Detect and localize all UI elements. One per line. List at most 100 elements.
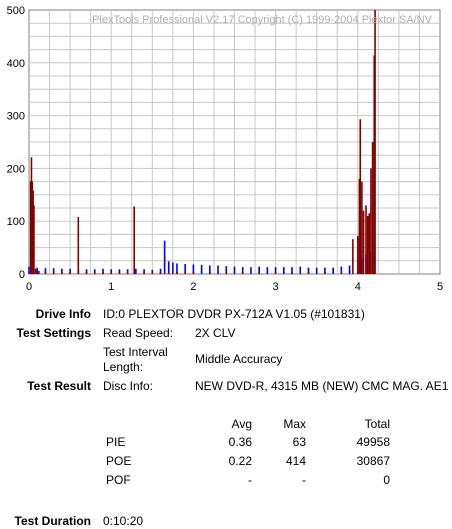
poe-bar bbox=[291, 271, 293, 274]
poe-bar bbox=[33, 205, 35, 274]
poe-bar bbox=[77, 216, 80, 274]
pie-bar bbox=[340, 266, 343, 274]
pie-bar bbox=[93, 269, 96, 274]
y-axis: 0 100 200 300 400 500 bbox=[7, 5, 25, 281]
poe-bar bbox=[371, 142, 374, 274]
pie-bar bbox=[192, 264, 195, 274]
poe-bar bbox=[110, 271, 112, 274]
header-avg: Avg bbox=[231, 417, 252, 431]
poe-bar bbox=[34, 268, 37, 274]
pie-bar bbox=[225, 266, 228, 274]
pie-bar bbox=[85, 269, 88, 274]
poe-bar bbox=[133, 206, 136, 274]
poe-bar bbox=[32, 190, 34, 274]
pie-poe-chart: PlexTools Professional V2.17 Copyright (… bbox=[7, 5, 443, 293]
poe-bar bbox=[361, 181, 363, 274]
pie-bar bbox=[184, 263, 186, 274]
test-duration-label: Test Duration bbox=[14, 514, 91, 528]
pie-bar bbox=[28, 266, 30, 274]
y-tick-label: 400 bbox=[7, 58, 25, 70]
poe-bar bbox=[357, 235, 359, 274]
poe-bar bbox=[102, 271, 104, 274]
poe-bar bbox=[85, 271, 88, 274]
poe-bar bbox=[365, 205, 367, 274]
x-tick-label: 5 bbox=[437, 281, 443, 293]
row-name: POE bbox=[106, 454, 132, 468]
pie-bar bbox=[233, 266, 236, 274]
x-tick-label: 2 bbox=[190, 281, 196, 293]
y-tick-label: 500 bbox=[7, 5, 25, 17]
grid-lines bbox=[29, 10, 440, 274]
poe-bar bbox=[192, 271, 195, 274]
pie-bar bbox=[36, 267, 39, 274]
row-max: 63 bbox=[292, 435, 306, 449]
row-avg: - bbox=[248, 473, 252, 487]
poe-bar bbox=[225, 271, 228, 274]
pie-bar bbox=[200, 265, 203, 274]
pie-bar bbox=[299, 266, 302, 274]
pie-bar bbox=[291, 267, 293, 274]
poe-bar bbox=[366, 215, 369, 274]
x-tick-label: 0 bbox=[26, 281, 32, 293]
poe-bar bbox=[241, 271, 244, 274]
poe-bar bbox=[258, 271, 260, 274]
pie-bar bbox=[266, 267, 269, 274]
disc-info-label: Disc Info: bbox=[103, 379, 154, 393]
pie-bar bbox=[52, 268, 55, 274]
pie-bar bbox=[315, 267, 318, 274]
poe-bar bbox=[30, 157, 33, 274]
row-max: 414 bbox=[285, 454, 306, 468]
x-axis: 0 1 2 3 4 5 bbox=[26, 281, 443, 293]
poe-bar bbox=[370, 168, 372, 274]
poe-bar bbox=[31, 181, 34, 274]
row-total: 30867 bbox=[356, 454, 390, 468]
poe-bar bbox=[159, 271, 162, 274]
pie-bar bbox=[209, 265, 211, 274]
test-interval-label-line1: Test Interval bbox=[103, 345, 168, 359]
pie-bar bbox=[143, 269, 145, 274]
poe-bar bbox=[167, 271, 170, 274]
row-total: 49958 bbox=[356, 435, 390, 449]
pie-bar bbox=[44, 268, 47, 274]
test-interval-label-line2: Length: bbox=[103, 360, 144, 374]
pie-bar bbox=[110, 269, 112, 274]
poe-bar bbox=[118, 271, 121, 274]
pie-bar bbox=[217, 265, 219, 274]
pie-bar bbox=[283, 267, 285, 274]
poe-bar bbox=[374, 10, 376, 274]
drive-info-label: Drive Info bbox=[35, 307, 91, 321]
poe-bar bbox=[274, 271, 277, 274]
poe-bar bbox=[29, 181, 32, 274]
pie-bar bbox=[126, 269, 129, 274]
poe-bar bbox=[209, 271, 211, 274]
pie-bar bbox=[250, 267, 252, 274]
test-result-label: Test Result bbox=[27, 379, 91, 393]
pie-bar bbox=[324, 267, 326, 274]
row-name: POF bbox=[106, 473, 131, 487]
row-avg: 0.22 bbox=[228, 454, 252, 468]
poe-series bbox=[29, 10, 376, 275]
drive-info-value: ID:0 PLEXTOR DVDR PX-712A V1.05 (#101831… bbox=[103, 307, 365, 321]
test-settings-label: Test Settings bbox=[16, 326, 91, 340]
poe-bar bbox=[61, 271, 63, 274]
poe-bar bbox=[352, 239, 354, 274]
row-max: - bbox=[302, 473, 306, 487]
x-tick-label: 4 bbox=[355, 281, 361, 293]
poe-bar bbox=[368, 213, 371, 274]
poe-bar bbox=[359, 119, 362, 275]
x-tick-label: 3 bbox=[273, 281, 279, 293]
x-tick-label: 1 bbox=[108, 281, 114, 293]
pie-bar bbox=[274, 267, 277, 274]
y-tick-label: 0 bbox=[19, 269, 25, 281]
pie-bar bbox=[258, 266, 260, 274]
poe-bar bbox=[358, 178, 361, 274]
header-total: Total bbox=[364, 417, 390, 431]
header-max: Max bbox=[283, 417, 306, 431]
read-speed-label: Read Speed: bbox=[103, 326, 174, 340]
pie-bar bbox=[167, 261, 170, 274]
pie-bar bbox=[135, 268, 137, 274]
pie-bar bbox=[241, 267, 244, 274]
poe-bar bbox=[44, 271, 47, 274]
poe-bar bbox=[69, 271, 71, 274]
poe-bar bbox=[143, 271, 145, 274]
